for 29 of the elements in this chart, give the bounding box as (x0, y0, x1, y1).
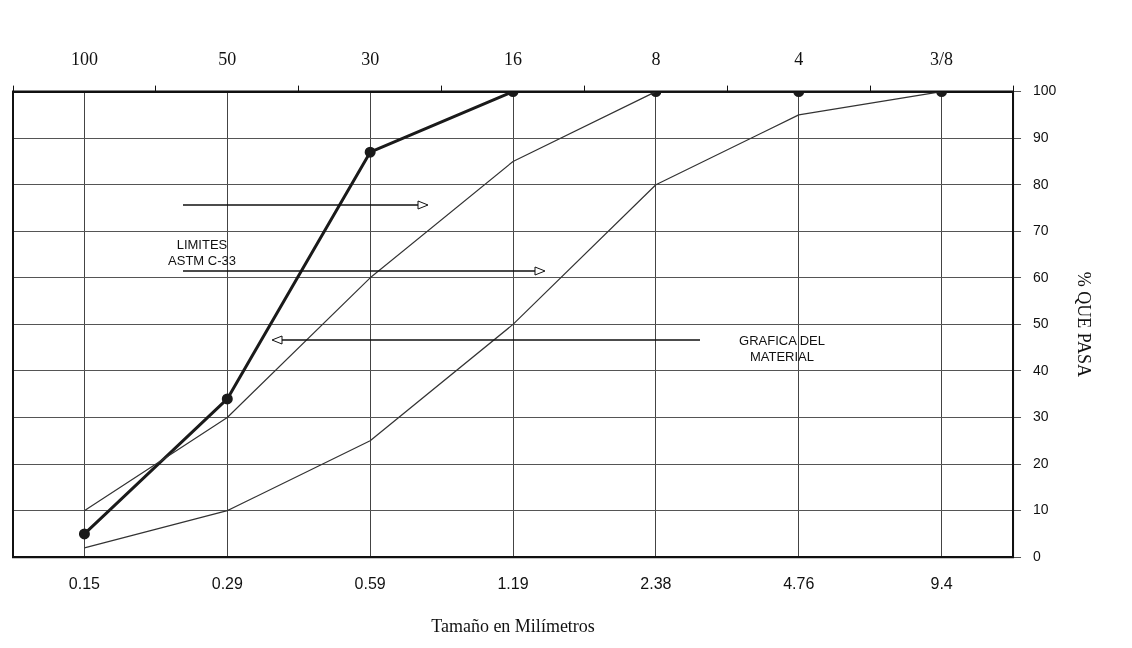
text: 8 (651, 49, 661, 70)
y-tick-label: 50 (1033, 315, 1049, 332)
x-tick-label: 4.76 (783, 575, 815, 593)
y-tick-label: 0 (1033, 548, 1042, 565)
x-tick-label: 1.19 (497, 575, 529, 593)
y-tick-label: 20 (1033, 454, 1049, 471)
text: 100 (70, 49, 98, 70)
text: 16 (504, 49, 523, 70)
x-tick-label: 0.59 (354, 575, 386, 593)
y-tick-label: 60 (1033, 268, 1049, 285)
y-tick-label: 100 (1033, 82, 1057, 99)
y-tick-label: 40 (1033, 361, 1049, 378)
x-tick-label: 2.38 (640, 575, 672, 593)
text: 30 (361, 49, 380, 70)
x-axis-title: Tamaño en Milímetros (431, 615, 595, 636)
y-tick-label: 10 (1033, 501, 1049, 518)
y-tick-label: 90 (1033, 129, 1049, 146)
x-tick-label: 0.29 (211, 575, 243, 593)
point (78, 528, 90, 540)
text: 50 (218, 49, 237, 70)
y-axis-title: % QUE PASA (1074, 271, 1095, 378)
x-tick-label: 0.15 (68, 575, 101, 593)
x-tick-label: 9.4 (930, 575, 953, 593)
y-tick-label: 80 (1033, 175, 1049, 192)
text: 4 (794, 49, 804, 70)
y-tick-label: 70 (1033, 222, 1049, 239)
y-tick-label: 30 (1033, 408, 1049, 425)
text: 3/8 (930, 49, 954, 70)
point (221, 393, 233, 405)
